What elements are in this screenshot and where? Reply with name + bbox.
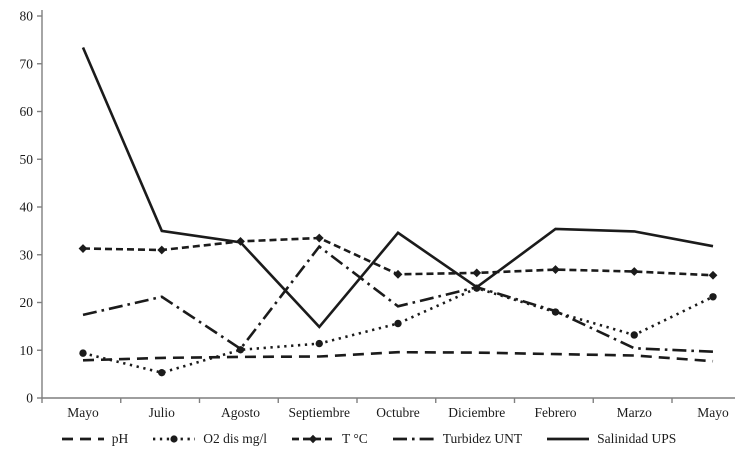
marker-circle (158, 368, 166, 377)
series-line-salinidad-ups (81, 46, 714, 329)
x-category-label: Febrero (535, 405, 577, 420)
marker-diamond (393, 269, 403, 279)
x-category-label: Diciembre (448, 405, 505, 420)
y-tick-label: 70 (20, 56, 34, 71)
legend-item-o2-dis-mg-l: O2 dis mg/l (152, 431, 267, 447)
marker-circle (630, 331, 638, 339)
y-tick-label: 60 (20, 104, 34, 119)
legend-line-sample (547, 437, 590, 441)
legend-line-sample (291, 434, 334, 444)
legend-label: Salinidad UPS (597, 431, 677, 446)
x-category-label: Mayo (67, 405, 99, 420)
x-category-label: Marzo (617, 405, 652, 420)
marker-circle (79, 349, 87, 357)
marker-diamond (629, 267, 639, 276)
legend-label: pH (111, 431, 129, 446)
legend-item-ph: pH (61, 431, 129, 447)
marker-diamond (551, 265, 560, 274)
x-category-label: Agosto (221, 405, 260, 420)
marker-diamond (157, 245, 167, 255)
y-tick-label: 50 (20, 152, 34, 167)
legend-label: Turbidez UNT (442, 431, 523, 446)
legend-label: T °C (341, 431, 368, 446)
marker-diamond (472, 268, 482, 278)
x-category-label: Septiembre (289, 405, 350, 420)
y-tick-label: 40 (20, 200, 34, 215)
x-category-label: Octubre (376, 405, 419, 420)
y-tick-label: 20 (20, 295, 34, 310)
y-tick-label: 30 (20, 247, 34, 262)
y-tick-label: 80 (20, 9, 34, 24)
x-category-label: Julio (149, 405, 176, 420)
legend-item-turbidez-unt: Turbidez UNT (392, 431, 522, 447)
marker-circle (709, 293, 717, 301)
legend-line-sample (153, 435, 196, 443)
series-line-t-c (82, 236, 714, 277)
y-tick-label: 10 (20, 343, 34, 358)
marker-diamond (314, 233, 324, 243)
legend-line-sample (61, 437, 104, 441)
marker-circle (315, 339, 323, 348)
series-line-o2-dis-mg-l (82, 286, 714, 375)
x-category-label: Mayo (697, 405, 729, 420)
series-line-ph (82, 350, 714, 363)
chart-canvas: 0 10 20 30 40 50 60 70 80 Mayo Julio Agosto Septiemb… (20, 9, 735, 420)
marker-circle (394, 319, 402, 328)
legend-line-sample (392, 437, 435, 441)
marker-diamond (78, 244, 88, 253)
series-line-turbidez-unt (82, 244, 714, 353)
chart-legend: pH O2 dis mg/l T °C Turbidez UNT Salinidad U… (0, 426, 737, 452)
marker-diamond (708, 270, 718, 280)
legend-label: O2 dis mg/l (203, 431, 267, 446)
legend-item-salinidad-ups: Salinidad UPS (546, 431, 676, 447)
legend-item-t-c: T °C (291, 431, 368, 447)
y-tick-label: 0 (26, 391, 33, 406)
line-chart: 0 10 20 30 40 50 60 70 80 Mayo Julio Agosto Septiemb… (20, 9, 735, 420)
